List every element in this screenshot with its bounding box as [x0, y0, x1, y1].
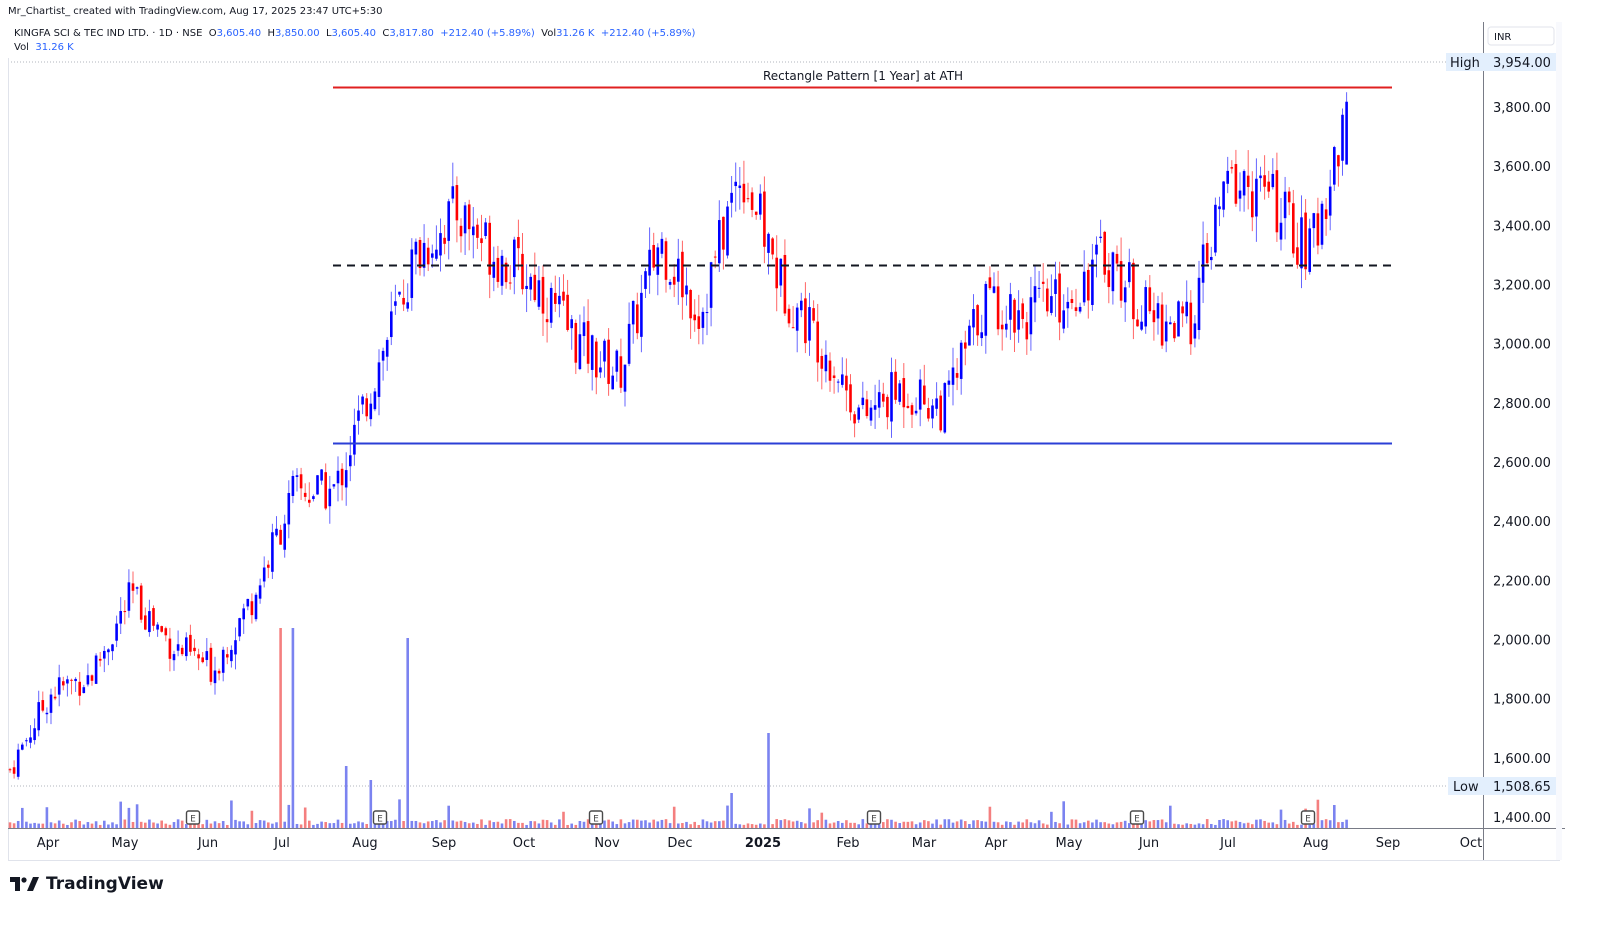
high-marker-value: 3,954.00 [1493, 56, 1551, 71]
low-value: 3,605.40 [331, 28, 377, 39]
price-tick-label: 3,800.00 [1493, 101, 1551, 116]
time-tick-label: Jul [1219, 836, 1236, 851]
currency-box[interactable] [1487, 26, 1555, 46]
volume-value: 31.26 K [556, 28, 595, 39]
high-value: 3,850.00 [275, 28, 320, 39]
time-tick-label: 2025 [745, 836, 781, 851]
price-tick-label: 3,400.00 [1493, 219, 1551, 234]
time-tick-label: Apr [985, 836, 1008, 851]
volume-row: Vol 31.26 K [14, 42, 74, 53]
price-axis[interactable]: 1,400.00 1,600.00 1,800.00 2,000.00 2,200.00… [1493, 101, 1551, 826]
time-tick-label: Sep [1376, 836, 1401, 851]
price-tick-label: 3,200.00 [1493, 278, 1551, 293]
tradingview-logo-icon [10, 877, 39, 891]
earnings-marker[interactable]: E [185, 810, 201, 825]
svg-text:E: E [377, 815, 383, 825]
earnings-marker[interactable]: E [1300, 810, 1316, 825]
tradingview-logo[interactable]: TradingView [10, 874, 164, 894]
time-tick-label: May [112, 836, 139, 851]
price-tick-label: 1,400.00 [1493, 811, 1551, 826]
change-value-2: +212.40 (+5.89%) [600, 28, 696, 39]
price-tick-label: 2,800.00 [1493, 397, 1551, 412]
high-marker-label: High [1450, 56, 1480, 71]
low-marker-value-bg [1484, 777, 1556, 795]
tradingview-logo-text: TradingView [46, 874, 164, 894]
price-tick-label: 3,000.00 [1493, 338, 1551, 353]
low-marker-value: 1,508.65 [1493, 780, 1551, 795]
time-tick-label: Apr [37, 836, 60, 851]
ohlc-row: KINGFA SCI & TEC IND LTD. · 1D · NSE O3,… [14, 28, 696, 39]
candlesticks [8, 92, 1348, 780]
time-tick-label: Aug [1303, 836, 1328, 851]
symbol-legend: KINGFA SCI & TEC IND LTD. · 1D · NSE O3,… [14, 28, 695, 53]
price-tick-label: 3,600.00 [1493, 160, 1551, 175]
svg-text:E: E [1305, 815, 1311, 825]
time-tick-label: Aug [352, 836, 377, 851]
scrollbar-edge [1556, 22, 1562, 860]
time-tick-label: Oct [513, 836, 535, 851]
close-value: 3,817.80 [389, 28, 434, 39]
svg-text:E: E [871, 815, 877, 825]
price-tick-label: 2,600.00 [1493, 456, 1551, 471]
price-tick-label: 2,400.00 [1493, 515, 1551, 530]
time-tick-label: May [1056, 836, 1083, 851]
pattern-label[interactable]: Rectangle Pattern [1 Year] at ATH [763, 69, 963, 83]
low-marker-label-bg [1448, 777, 1484, 795]
price-tick-label: 2,200.00 [1493, 574, 1551, 589]
price-tick-label: 2,000.00 [1493, 633, 1551, 648]
high-marker-value-bg [1484, 53, 1556, 71]
price-tick-label: 1,600.00 [1493, 752, 1551, 767]
volume-bars [8, 628, 1348, 828]
earnings-marker[interactable]: E [372, 810, 388, 825]
currency-label: INR [1494, 32, 1511, 43]
price-tick-label: 1,800.00 [1493, 693, 1551, 708]
symbol-name[interactable]: KINGFA SCI & TEC IND LTD. · 1D · NSE [14, 28, 203, 39]
time-tick-label: Jul [273, 836, 290, 851]
time-tick-label: Dec [667, 836, 692, 851]
high-marker-label-bg [1446, 53, 1484, 71]
low-marker-label: Low [1453, 780, 1479, 795]
svg-text:E: E [593, 815, 599, 825]
open-value: 3,605.40 [216, 28, 262, 39]
time-tick-label: Oct [1460, 836, 1482, 851]
time-tick-label: Sep [432, 836, 457, 851]
svg-text:E: E [190, 815, 196, 825]
time-tick-label: Jun [1138, 836, 1159, 851]
time-tick-label: Nov [594, 836, 620, 851]
earnings-marker[interactable]: E [1129, 810, 1145, 825]
time-tick-label: Feb [836, 836, 859, 851]
earnings-marker[interactable]: E [588, 810, 604, 825]
change-value: +212.40 (+5.89%) [440, 28, 535, 39]
time-axis[interactable]: Apr May Jun Jul Aug Sep Oct Nov Dec 2025 Feb Mar Apr… [37, 836, 1482, 851]
earnings-marker[interactable]: E [866, 810, 882, 825]
time-tick-label: Jun [197, 836, 218, 851]
volume-indicator-value: 31.26 K [35, 42, 74, 53]
chart-credit: Mr_Chartist_ created with TradingView.co… [8, 6, 383, 17]
svg-text:E: E [1134, 815, 1140, 825]
time-tick-label: Mar [912, 836, 937, 851]
